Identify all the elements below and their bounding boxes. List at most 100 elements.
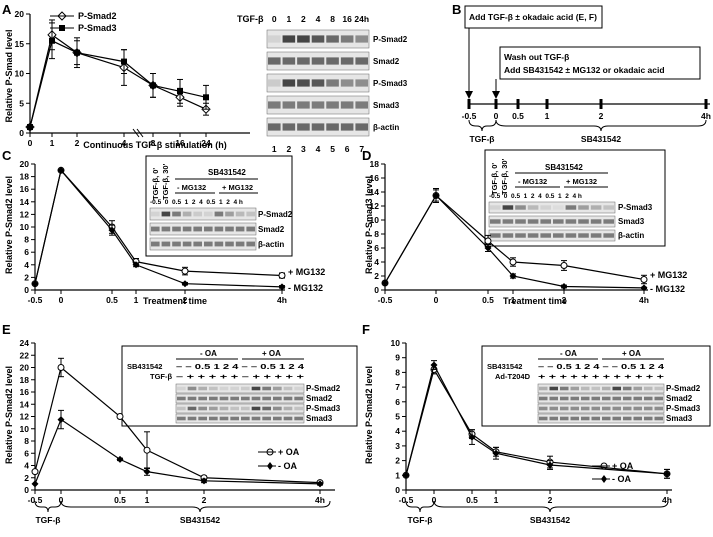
blot-band xyxy=(177,386,186,391)
blot-band xyxy=(502,233,514,238)
blot-row-label: Smad3 xyxy=(306,414,333,423)
x-tick-label: -0.5 xyxy=(378,295,393,305)
timeline-tick xyxy=(599,99,603,109)
chart-e-ylabel: Relative P-Smad2 level xyxy=(4,366,14,464)
timeline-tick xyxy=(467,99,471,109)
blot-band xyxy=(172,226,181,232)
blot-band xyxy=(294,416,303,421)
series-line xyxy=(34,418,321,485)
blot-row-label: P-Smad3 xyxy=(618,203,653,212)
x-tick-label: 0.5 xyxy=(482,295,494,305)
blot-band xyxy=(340,101,354,109)
blot-c-tgf0: TGF-β, 0' xyxy=(151,168,160,200)
blot-band xyxy=(311,123,325,131)
blot-band xyxy=(311,79,325,87)
x-tick-label: 0.5 xyxy=(114,495,126,505)
blot-band xyxy=(527,219,539,224)
blot-d-lanes: -0.5 0 0.5 1 2 4 0.5 1 2 4 h xyxy=(489,193,582,200)
blot-strip xyxy=(537,403,665,414)
blot-band xyxy=(182,211,192,217)
chart-c-series-plus: + MG132 xyxy=(288,267,325,277)
blot-row-label: P-Smad3 xyxy=(666,404,701,413)
panel-label-d: D xyxy=(362,148,371,163)
blot-band xyxy=(161,226,171,232)
chart-a-ylabel: Relative P-Smad level xyxy=(4,29,14,122)
x-tick-label: 16 xyxy=(175,138,185,148)
chart-e: Relative P-Smad2 level + OA - OA xyxy=(4,366,300,471)
blot-a-lane-number: 1 xyxy=(272,144,277,154)
data-point xyxy=(57,416,65,424)
blot-band xyxy=(490,233,501,238)
blot-band xyxy=(527,233,539,238)
blot-band xyxy=(502,205,514,210)
y-tick-label: 9 xyxy=(395,353,400,363)
data-point xyxy=(49,37,55,44)
x-tick-label: 2 xyxy=(548,495,553,505)
data-point xyxy=(509,272,517,280)
chart-f-series-plus: + OA xyxy=(612,461,634,471)
y-tick-label: 18 xyxy=(370,159,380,169)
chart-c-series-minus: - MG132 xyxy=(288,283,323,293)
blot-band xyxy=(230,416,239,421)
blot-band xyxy=(326,123,339,131)
blot-row-label: Smad2 xyxy=(373,57,400,66)
y-tick-label: 2 xyxy=(24,272,29,282)
bottom-braces-e: TGF-β SB431542 xyxy=(34,500,331,525)
data-point xyxy=(181,267,189,275)
blot-band xyxy=(198,406,207,411)
data-point xyxy=(278,283,286,291)
brace-tgf-label: TGF-β xyxy=(469,134,494,144)
legend-psmad2: P-Smad2 xyxy=(78,11,117,21)
chart-a-xlabel: Continuous TGF-β stimulation (h) xyxy=(83,140,226,150)
blot-band xyxy=(602,386,611,391)
blot-a-time-label: 2 xyxy=(301,14,306,24)
box-washout-line2: Add SB431542 ± MG132 or okadaic acid xyxy=(504,65,665,75)
bottom-f-sb: SB431542 xyxy=(530,515,570,525)
blot-band xyxy=(581,386,590,391)
y-tick-label: 16 xyxy=(20,387,30,397)
x-tick-label: 4h xyxy=(277,295,287,305)
brace-sb xyxy=(495,119,707,132)
blot-band xyxy=(502,219,514,224)
blot-band xyxy=(246,226,255,232)
blot-band xyxy=(268,35,281,43)
blot-band xyxy=(219,386,229,391)
y-tick-label: 8 xyxy=(374,229,379,239)
x-tick-label: 1 xyxy=(134,295,139,305)
blot-band xyxy=(311,57,325,65)
x-tick-label: 2 xyxy=(183,295,188,305)
blot-band xyxy=(251,386,261,391)
blot-band xyxy=(283,396,293,401)
blot-band xyxy=(182,241,192,247)
blot-row-label: β-actin xyxy=(618,231,644,240)
blot-band xyxy=(273,386,282,391)
blot-band xyxy=(581,396,590,401)
blot-band xyxy=(251,406,261,411)
blot-c-tgf30: TGF-β, 30' xyxy=(161,163,170,200)
box-add-tgf-text: Add TGF-β ± okadaic acid (E, F) xyxy=(469,12,597,22)
blot-band xyxy=(214,226,224,232)
data-point xyxy=(57,364,65,371)
blot-band xyxy=(219,406,229,411)
blot-band xyxy=(193,211,202,217)
blot-band xyxy=(340,79,354,87)
blot-a-title: TGF-β xyxy=(237,14,264,24)
blot-band xyxy=(326,101,339,109)
blot-band xyxy=(578,219,589,224)
blot-band xyxy=(326,79,339,87)
blot-c-sb: SB431542 xyxy=(208,168,246,177)
chart-d: Relative P-Smad3 level Treatment time + … xyxy=(364,176,687,306)
blot-f-minus: - OA xyxy=(560,349,577,358)
data-point xyxy=(278,272,286,280)
blot-strip xyxy=(149,237,257,251)
blot-band xyxy=(209,396,218,401)
blot-band xyxy=(297,35,310,43)
data-point xyxy=(663,470,671,478)
blot-band xyxy=(283,416,293,421)
series-line xyxy=(405,363,668,476)
blot-band xyxy=(294,386,303,391)
blot-band xyxy=(540,205,551,210)
blot-e: - OA + OA SB431542 – – 0.5 1 2 4 – – 0.5… xyxy=(121,345,358,427)
